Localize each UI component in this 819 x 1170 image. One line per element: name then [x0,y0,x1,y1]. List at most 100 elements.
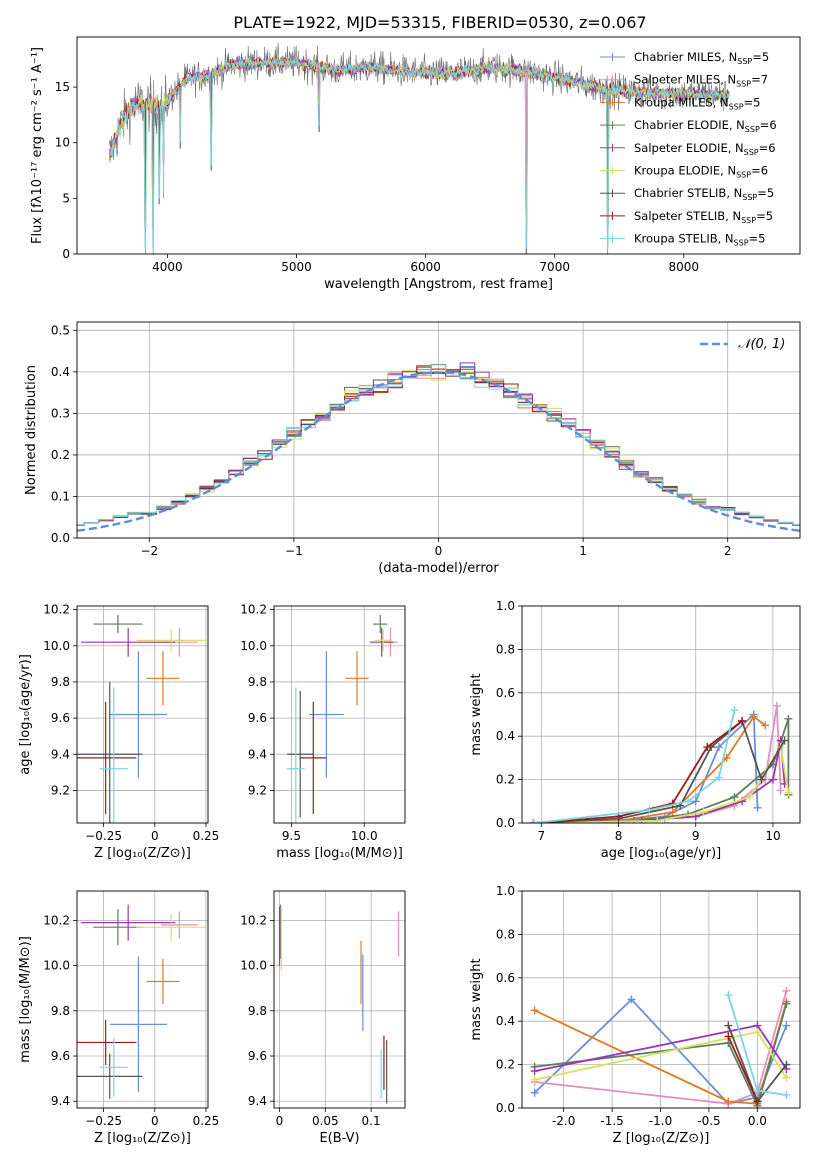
mass-weight-vs-age-ytick-label: 0.6 [496,686,515,700]
EBV-ytick-label: 9.6 [248,1049,267,1063]
spectrum-ylabel: Flux [fλ10⁻¹⁷ erg cm⁻² s⁻¹ A⁻¹] [30,47,45,244]
mass-weight-vs-age-ylabel: mass weight [469,673,484,755]
legend-label-sub: SSP [729,102,744,111]
age-vs-mass-axes: 9.5 10.0 9.2 9.4 9.6 9.8 10.0 10.2 mass [log₁₀(M… [240,603,406,861]
legend-item: Chabrier ELODIE, NSSP=6 [600,118,777,134]
legend-label-sub: SSP [734,239,749,248]
spectrum-xtick-label: 4000 [152,260,183,274]
mass-weight-vs-age-ytick-label: 1.0 [496,599,515,613]
figure-title: PLATE=1922, MJD=53315, FIBERID=0530, z=0… [233,13,646,32]
age-vs-mass-frame [273,605,406,824]
mass-weight-vs-Z-point-5 [530,1075,539,1084]
spectrum-xlabel: wavelength [Angstrom, rest frame] [324,277,553,292]
EBV-xtick-label: 0.1 [362,1114,381,1128]
mass-weight-vs-age-plot-area [529,701,793,823]
mass-weight-vs-Z-point-0 [627,995,636,1004]
mass-weight-vs-age-frame [521,605,801,824]
legend-label-sub: SSP [741,216,756,225]
residuals-axes: −2 −1 0 1 2 0.0 0.1 0.2 0.3 0.4 0.5 (data-model)/er… [24,321,801,576]
legend-label-text: Salpeter ELODIE, N [634,141,744,155]
spectrum-xtick-label: 7000 [539,260,570,274]
residuals-xtick-label: −1 [285,544,303,558]
EBV-axes: 0 0.05 0.1 9.4 9.6 9.8 10.0 10.2 E(B-V) [240,890,406,1146]
mass-weight-vs-age-point-8 [714,773,723,782]
mass-weight-vs-Z-series-7 [727,1036,759,1102]
mass-weight-vs-age-point-7 [738,717,747,726]
residuals-xtick-label: −2 [140,544,158,558]
mass-weight-vs-age-point-8 [684,797,693,806]
EBV-ytick-label: 9.4 [248,1094,267,1108]
age-vs-Z-ytick-label: 10.0 [43,639,70,653]
legend-label-sub: SSP [745,125,760,134]
mass-weight-vs-age-point-5 [699,808,708,817]
spectrum-ytick-label: 15 [55,80,70,94]
mass-vs-Z-plot-area [77,904,206,1099]
mass-weight-vs-age-xtick-label: 9 [692,829,700,843]
mass-weight-vs-Z-xtick-label: -2.0 [552,1114,575,1128]
mass-weight-vs-Z-point-0 [782,1021,791,1030]
legend-label: Kroupa ELODIE, NSSP=6 [634,164,768,180]
spectrum-frame [76,36,801,255]
age-vs-Z-ytick-label: 9.2 [51,783,70,797]
age-vs-Z-ytick-label: 9.4 [51,747,70,761]
mass-weight-vs-age-ytick-label: 0.4 [496,729,515,743]
mass-weight-vs-Z-point-8 [782,1090,791,1099]
mass-weight-vs-age-point-1 [776,786,785,795]
spectrum-plot-area [108,42,730,254]
age-vs-mass-ytick-label: 10.2 [240,603,267,617]
age-vs-Z-ytick-label: 10.2 [43,603,70,617]
legend-label-text: Kroupa ELODIE, N [634,164,736,178]
mass-weight-vs-Z-point-4 [530,1067,539,1076]
residuals-xtick-label: 1 [579,544,587,558]
spectrum-ytick-label: 0 [62,247,70,261]
age-vs-mass-ytick-label: 9.6 [248,711,267,725]
mass-weight-vs-age-ytick-label: 0.8 [496,642,515,656]
mass-weight-vs-Z-point-7 [753,1097,762,1106]
legend-label-eq: =6 [751,164,768,178]
EBV-ytick-label: 10.2 [240,913,267,927]
mass-weight-vs-age-series-8 [533,709,736,823]
legend-label: Salpeter MILES, NSSP=7 [634,73,768,89]
residuals-xtick-label: 2 [724,544,732,558]
mass-vs-Z-xtick-label: 0.25 [193,1114,220,1128]
EBV-frame [273,890,406,1109]
mass-weight-vs-age-point-5 [653,816,662,823]
mass-weight-vs-age-point-5 [745,792,754,801]
mass-weight-vs-age-ytick-label: 0.2 [496,773,515,787]
residuals-ytick-label: 0.2 [51,448,70,462]
residuals-ytick-label: 0.1 [51,489,70,503]
legend-label-eq: =5 [744,95,761,109]
mass-weight-vs-age-point-7 [703,743,712,752]
legend-item: Kroupa STELIB, NSSP=5 [600,232,765,248]
mass-weight-vs-age-xtick-label: 10 [765,829,780,843]
mass-weight-vs-age-point-0 [714,743,723,752]
EBV-ytick-label: 9.8 [248,1004,267,1018]
spectrum-axes: 4000 5000 6000 7000 8000 0 5 10 15 wavelength [An… [30,36,801,292]
legend-label: Salpeter STELIB, NSSP=5 [634,209,773,225]
mass-weight-vs-Z-point-6 [782,1060,791,1069]
mass-weight-vs-age-series-5 [533,746,790,823]
legend-label-text: Kroupa MILES, N [634,95,729,109]
legend-label: Chabrier ELODIE, NSSP=6 [634,118,777,134]
legend-item: Kroupa MILES, NSSP=5 [600,95,760,111]
spectrum-ytick-label: 5 [62,191,70,205]
legend-item: Salpeter ELODIE, NSSP=6 [600,141,776,157]
mass-weight-vs-Z-point-5 [782,1073,791,1082]
age-vs-Z-ytick-label: 9.8 [51,675,70,689]
mass-vs-Z-ytick-label: 10.0 [43,959,70,973]
mass-weight-vs-age-xlabel: age [log₁₀(age/yr)] [601,846,722,861]
mass-weight-vs-Z-ytick-label: 0.2 [496,1058,515,1072]
age-vs-mass-plot-area [287,615,398,823]
mass-weight-vs-Z-ytick-label: 1.0 [496,884,515,898]
spectrum-xtick-label: 5000 [281,260,312,274]
age-vs-mass-xlabel: mass [log₁₀(M/M⊙)] [276,846,403,861]
age-vs-Z-xlabel: Z [log₁₀(Z/Z⊙)] [94,846,191,861]
mass-weight-vs-Z-point-5 [753,1028,762,1037]
mass-vs-Z-ytick-label: 9.6 [51,1049,70,1063]
mass-weight-vs-age-point-0 [753,803,762,812]
EBV-plot-area [278,904,400,1104]
mass-weight-vs-Z-point-1 [782,986,791,995]
mass-weight-vs-age-ytick-label: 0.0 [496,816,515,830]
legend-label-sub: SSP [736,171,751,180]
